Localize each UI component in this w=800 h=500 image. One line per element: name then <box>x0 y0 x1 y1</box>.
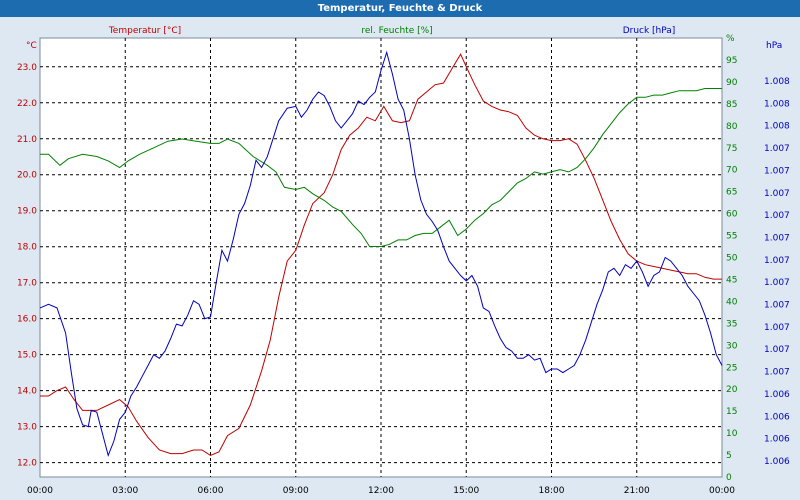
humidity-tick-label: 5 <box>726 451 732 461</box>
pressure-tick-label: 1.007 <box>764 189 790 199</box>
pressure-tick-label: 1.007 <box>764 211 790 221</box>
humidity-tick-label: 25 <box>726 363 737 373</box>
data-series <box>39 50 723 457</box>
pressure-axis-title: Druck [hPa] <box>623 26 676 36</box>
temp-tick-label: 12.0 <box>17 459 37 469</box>
chart-area: °C Temperatur [°C] rel. Feuchte [%] Druc… <box>0 17 800 500</box>
humidity-tick-label: 55 <box>726 232 737 242</box>
pressure-tick-label: 1.007 <box>764 233 790 243</box>
pressure-unit-label: hPa <box>766 41 782 51</box>
humidity-tick-label: 35 <box>726 319 737 329</box>
pressure-tick-labels: 1.006 1.006 1.006 1.006 1.007 1.007 1.007 1.007… <box>764 77 790 467</box>
temp-tick-labels: 12.0 13.0 14.0 15.0 16.0 17.0 18.0 19.0 20.0 21.0… <box>17 63 37 469</box>
temp-unit-label: °C <box>26 41 37 51</box>
pressure-tick-label: 1.006 <box>764 412 790 422</box>
humidity-tick-label: 40 <box>726 297 738 307</box>
pressure-tick-label: 1.007 <box>764 144 790 154</box>
pressure-tick-label: 1.007 <box>764 368 790 378</box>
humidity-tick-label: 60 <box>726 210 738 220</box>
pressure-tick-label: 1.007 <box>764 301 790 311</box>
humidity-tick-label: 20 <box>726 385 738 395</box>
x-tick-time: 15:00 <box>453 486 479 496</box>
pressure-tick-label: 1.007 <box>764 278 790 288</box>
x-tick-time: 06:00 <box>198 486 224 496</box>
humidity-tick-label: 80 <box>726 122 738 132</box>
humidity-tick-label: 90 <box>726 78 738 88</box>
humidity-tick-label: 15 <box>726 407 737 417</box>
x-tick-time: 03:00 <box>112 486 138 496</box>
temp-tick-label: 16.0 <box>17 315 37 325</box>
temp-tick-label: 23.0 <box>17 63 37 73</box>
temp-tick-label: 15.0 <box>17 351 37 361</box>
chart-title: Temperatur, Feuchte & Druck <box>0 0 800 17</box>
temp-tick-label: 22.0 <box>17 99 37 109</box>
x-tick-time: 00:00 <box>709 486 735 496</box>
humidity-tick-label: % <box>726 34 735 44</box>
temp-tick-label: 21.0 <box>17 135 37 145</box>
humidity-line <box>40 88 722 247</box>
pressure-tick-label: 1.008 <box>764 77 790 87</box>
pressure-tick-label: 1.006 <box>764 390 790 400</box>
pressure-tick-label: 1.007 <box>764 166 790 176</box>
humidity-tick-label: 50 <box>726 254 738 264</box>
x-tick-labels: 00:0008.09.2003:0008.09.2006:0008.09.200… <box>27 486 735 496</box>
temp-tick-label: 14.0 <box>17 387 37 397</box>
x-tick-time: 18:00 <box>539 486 565 496</box>
humidity-tick-label: 95 <box>726 56 737 66</box>
temp-tick-label: 18.0 <box>17 243 37 253</box>
pressure-tick-label: 1.007 <box>764 256 790 266</box>
pressure-tick-label: 1.006 <box>764 457 790 467</box>
temp-axis-title: Temperatur [°C] <box>108 26 181 36</box>
humidity-tick-label: 30 <box>726 341 738 351</box>
pressure-tick-label: 1.007 <box>764 323 790 333</box>
pressure-tick-label: 1.006 <box>764 435 790 445</box>
pressure-tick-label: 1.008 <box>764 99 790 109</box>
humidity-tick-label: 10 <box>726 429 738 439</box>
humidity-tick-label: 75 <box>726 144 737 154</box>
x-tick-time: 12:00 <box>368 486 394 496</box>
pressure-tick-label: 1.008 <box>764 122 790 132</box>
pressure-tick-label: 1.007 <box>764 345 790 355</box>
humidity-tick-label: 65 <box>726 188 737 198</box>
x-tick-time: 09:00 <box>283 486 309 496</box>
x-tick-time: 00:00 <box>27 486 53 496</box>
humidity-tick-labels: 0 5 10 15 20 25 30 35 40 45 50 55 60 65 70 75 80 85 90 95% <box>726 34 738 483</box>
humidity-axis-title: rel. Feuchte [%] <box>361 26 432 36</box>
chart-svg: °C Temperatur [°C] rel. Feuchte [%] Druc… <box>17 26 790 496</box>
humidity-tick-label: 70 <box>726 166 738 176</box>
humidity-tick-label: 85 <box>726 100 737 110</box>
temp-tick-label: 17.0 <box>17 279 37 289</box>
temp-tick-label: 13.0 <box>17 423 37 433</box>
pressure-line <box>39 50 723 457</box>
humidity-tick-label: 45 <box>726 275 737 285</box>
temperature-line <box>40 53 722 456</box>
x-tick-time: 21:00 <box>624 486 650 496</box>
temp-tick-label: 19.0 <box>17 207 37 217</box>
humidity-tick-label: 0 <box>726 473 732 483</box>
temp-tick-label: 20.0 <box>17 171 37 181</box>
